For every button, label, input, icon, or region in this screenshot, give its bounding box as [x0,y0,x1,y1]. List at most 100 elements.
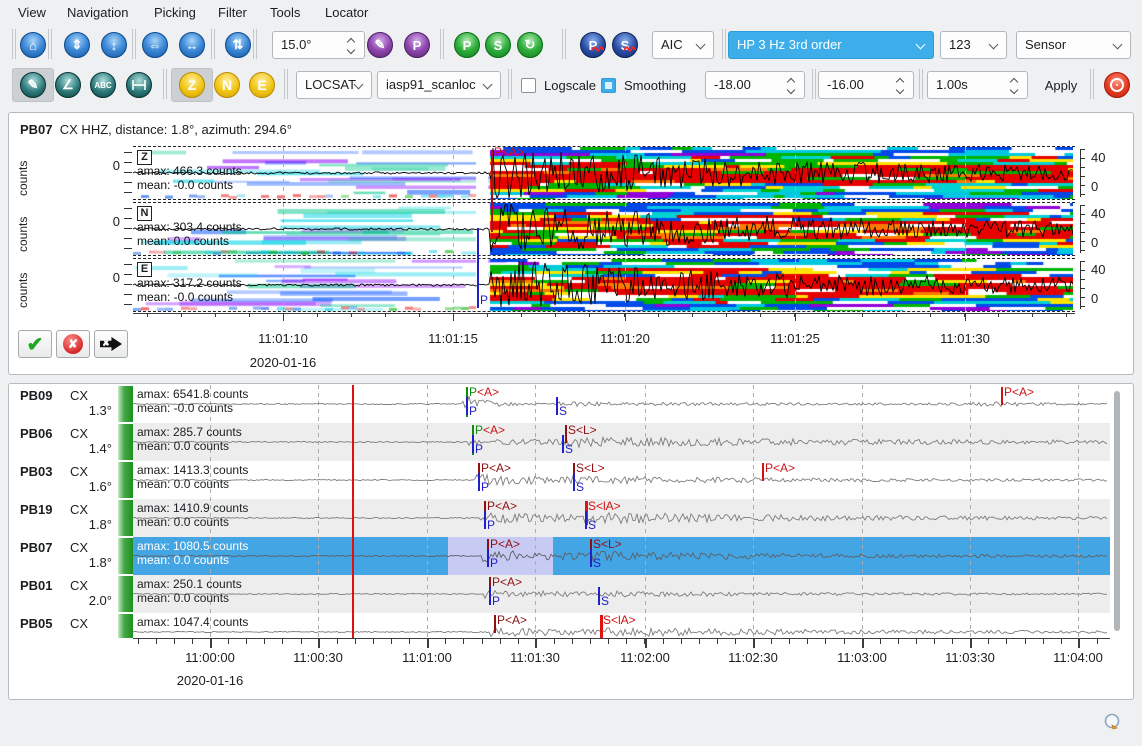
station-row-pb09[interactable]: PB09 CX 1.3° amax: 6541.8 counts mean: -0.0 … [9,385,1133,423]
picker-axis-minor-tick [180,313,182,317]
pick-marker-line[interactable] [585,511,587,529]
station-row-pb01[interactable]: PB01 CX 2.0° amax: 250.1 counts mean: 0.0 co… [9,575,1133,613]
auto-pick-s-icon[interactable]: S [612,32,638,58]
pick-marker-line[interactable] [600,615,603,638]
grid-line [965,259,966,311]
menu-locator[interactable]: Locator [325,5,369,20]
smoothing-checkbox[interactable] [601,78,616,93]
station-row-pb03[interactable]: PB03 CX 1.6° amax: 1413.3 counts mean: 0.0 c… [9,461,1133,499]
y-axis-zero: 0 [112,214,120,229]
time-window-spinner[interactable]: 1.00s [927,71,1028,99]
fit-traces-icon[interactable]: ⇅ [225,32,251,58]
pick-marker-line[interactable] [472,435,474,453]
pick-marker-line[interactable] [562,435,564,453]
apply-button[interactable]: Apply [1044,78,1078,93]
phase-labels-icon[interactable]: ABC [90,72,116,98]
filter-combo[interactable]: HP 3 Hz 3rd order [728,31,934,59]
stations-scrollbar[interactable] [1114,391,1120,631]
spinner-buttons[interactable] [786,77,797,95]
station-mean: mean: 0.0 counts [137,553,230,567]
repick-icon[interactable]: ↻ [517,32,543,58]
reset-amplitudes-icon[interactable]: ↕ [101,32,127,58]
toolbar-separator [211,29,212,59]
pick-marker-line[interactable] [573,473,575,491]
pick-marker-line[interactable] [466,397,468,415]
goto-next-s-icon[interactable]: S [485,32,511,58]
pick-marker-line[interactable] [487,539,489,557]
sensor-combo[interactable]: Sensor [1016,31,1131,59]
menu-view[interactable]: View [18,5,46,20]
pick-marker-line[interactable] [556,397,558,415]
component-z-icon[interactable]: Z [179,72,205,98]
station-row-pb19[interactable]: PB19 CX 1.8° amax: 1410.9 counts mean: 0.0 c… [9,499,1133,537]
picker-axis-major-tick [795,313,796,321]
trace-mean: mean: -0.0 counts [137,290,234,304]
pick-marker-line[interactable] [590,539,592,557]
onset-algorithm-combo[interactable]: AIC [652,31,714,59]
stations-axis-minor-tick [572,639,573,644]
pick-marker-line[interactable] [598,587,600,605]
auto-pick-p-icon[interactable]: P [580,32,606,58]
angle-tool-icon[interactable]: ∠ [55,72,81,98]
pick-marker-line[interactable] [489,587,491,605]
picker-axis-minor-tick [793,313,795,317]
spinner-buttons[interactable] [895,77,906,95]
station-waveform [133,549,1108,563]
edit-pick-icon[interactable]: ✎ [367,32,393,58]
locator-profile-combo[interactable]: iasp91_scanloc [377,71,501,99]
discard-picks-button[interactable]: ✘ [56,330,90,358]
locator-combo[interactable]: LOCSAT [296,71,372,99]
pick-marker-line[interactable] [494,615,496,633]
menu-tools[interactable]: Tools [270,5,301,20]
pick-marker-line[interactable] [590,549,592,567]
menu-picking[interactable]: Picking [154,5,196,20]
y-axis-tick [124,182,132,183]
component-n-icon[interactable]: N [214,72,240,98]
pick-marker-line[interactable] [491,150,493,232]
component-order-combo[interactable]: 123 [940,31,1007,59]
picker-axis-tick-label: 11:01:15 [428,331,478,346]
spinner-buttons[interactable] [1009,77,1020,95]
pick-marker-line[interactable] [489,577,491,595]
home-icon[interactable]: ⌂ [20,32,46,58]
apply-and-close-button[interactable]: ✘ [94,330,128,358]
menu-filter[interactable]: Filter [218,5,247,20]
pick-marker-line[interactable] [477,228,479,308]
locate-target-icon[interactable] [1104,72,1130,98]
pick-marker-line[interactable] [484,511,486,529]
align-tool-icon[interactable] [126,72,152,98]
pick-marker-line[interactable] [484,501,486,519]
toolbar-separator [722,29,723,59]
spectrum-min-spinner[interactable]: -18.00 [705,71,805,99]
pick-marker-line[interactable] [487,549,489,567]
rotation-angle-spinner[interactable]: 15.0° [272,31,365,59]
station-row-pb05[interactable]: PB05 CX amax: 1047.4 counts P<A> S<lA> [9,613,1133,638]
menu-navigation[interactable]: Navigation [67,5,129,20]
expand-time-icon[interactable]: ⇔ [142,32,168,58]
spectrum-max-spinner[interactable]: -16.00 [818,71,914,99]
station-row-pb07[interactable]: PB07 CX 1.8° amax: 1080.5 counts mean: 0.0 c… [9,537,1133,575]
pick-marker-line[interactable] [762,463,764,481]
pick-mode-icon[interactable]: P [404,32,430,58]
expand-amplitudes-icon[interactable]: ⇕ [64,32,90,58]
pick-marker-line[interactable] [565,425,567,443]
connection-status-icon[interactable] [1102,712,1122,732]
pick-marker-line[interactable] [573,463,575,481]
pick-marker-line[interactable] [1001,387,1003,405]
ruler-tool-icon[interactable]: ✎ [20,72,46,98]
goto-next-p-icon[interactable]: P [454,32,480,58]
confirm-picks-button[interactable]: ✔ [18,330,52,358]
pick-marker-line[interactable] [478,463,480,481]
grid-line [453,147,454,199]
station-row-pb06[interactable]: PB06 CX 1.4° amax: 285.7 counts mean: 0.0 co… [9,423,1133,461]
pick-marker-line[interactable] [478,473,480,491]
logscale-checkbox[interactable] [521,78,536,93]
stations-axis-minor-tick [372,639,374,644]
spinner-buttons[interactable] [346,37,357,55]
station-waveform [133,626,1108,638]
component-e-icon[interactable]: E [249,72,275,98]
reset-time-icon[interactable]: ↔ [179,32,205,58]
